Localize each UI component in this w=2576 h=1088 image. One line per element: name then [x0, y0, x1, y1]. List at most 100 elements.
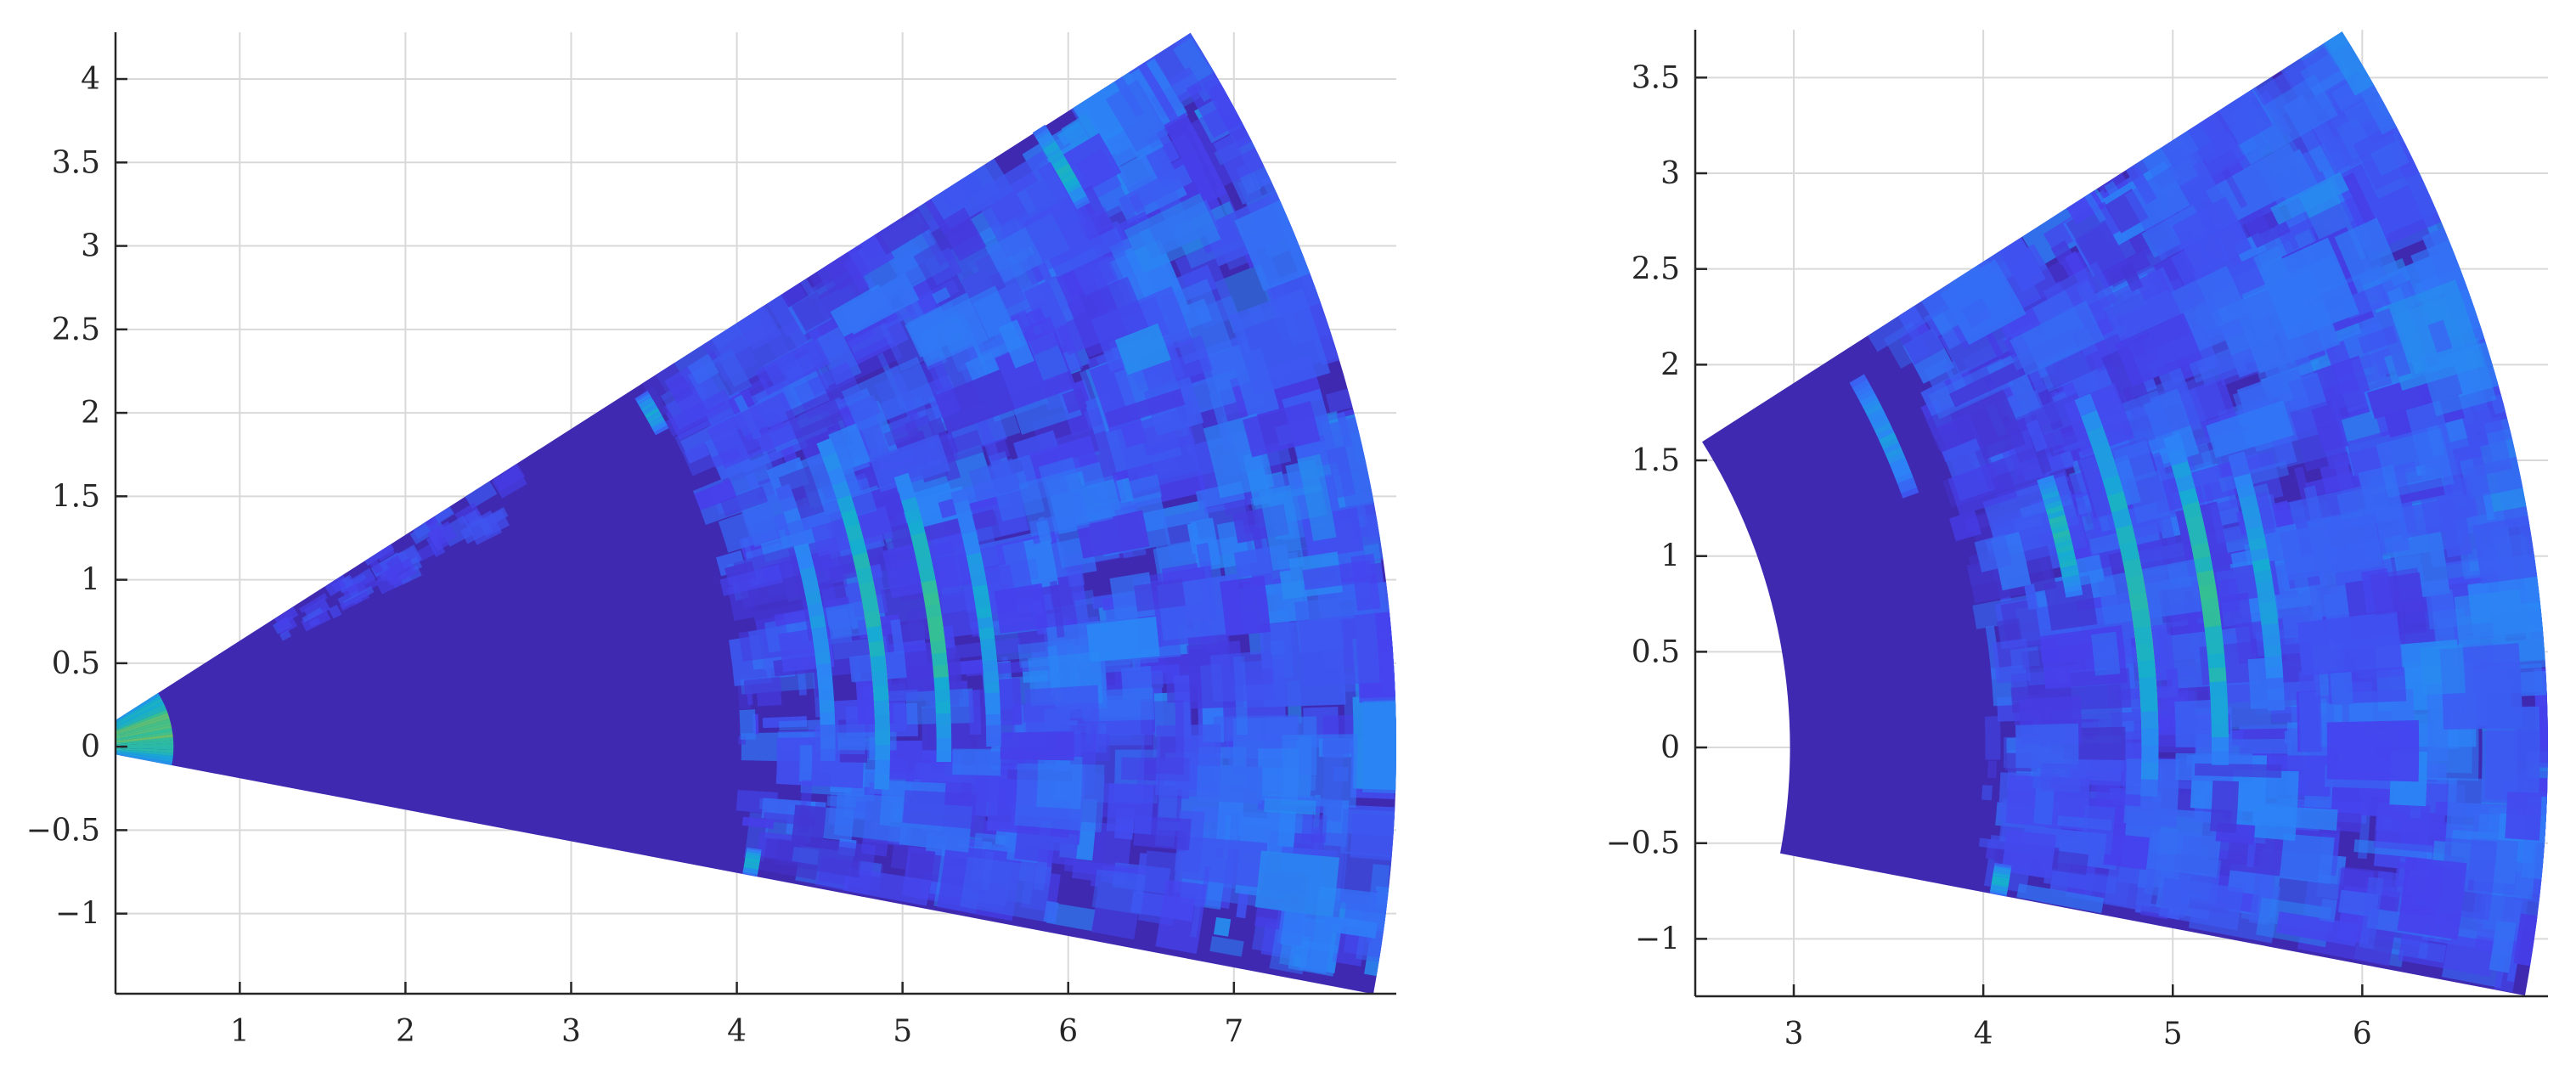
diffraction-ring [2246, 525, 2265, 541]
diffraction-ring [2211, 736, 2229, 752]
diffraction-ring [1058, 169, 1074, 181]
diffraction-ring [116, 730, 173, 741]
texture-streak [2436, 489, 2472, 558]
texture-streak [279, 629, 292, 641]
texture-streak [2001, 830, 2056, 879]
diffraction-ring [916, 555, 933, 572]
texture-streak [719, 564, 783, 596]
texture-streak [952, 748, 1001, 776]
diffraction-ring [637, 395, 651, 405]
diffraction-ring [874, 758, 890, 775]
texture-streak [1264, 798, 1316, 815]
diffraction-ring [2049, 519, 2068, 530]
texture-streak [757, 691, 782, 707]
texture-streak [2405, 400, 2458, 482]
diffraction-ring [874, 713, 890, 730]
diffraction-ring [933, 675, 950, 691]
diffraction-ring [936, 748, 952, 763]
texture-streak [459, 516, 493, 544]
texture-streak [2172, 196, 2252, 275]
diffraction-ring [981, 648, 997, 662]
texture-streak [1000, 731, 1074, 761]
texture-streak [1135, 853, 1147, 894]
diffraction-ring [2131, 607, 2151, 629]
texture-streak [1234, 200, 1311, 291]
diffraction-ring [935, 712, 951, 726]
diffraction-ring [1064, 178, 1080, 190]
diffraction-ring [2201, 596, 2220, 614]
diffraction-ring [116, 727, 172, 741]
y-tick-label: 1.5 [52, 479, 100, 514]
diffraction-ring [2102, 474, 2124, 497]
texture-streak [1209, 936, 1244, 957]
texture-streak [1036, 756, 1083, 809]
texture-streak [2420, 644, 2466, 696]
diffraction-ring [1057, 166, 1073, 178]
texture-streak [1024, 685, 1100, 735]
diffraction-ring [651, 420, 666, 430]
diffraction-ring [1049, 153, 1065, 166]
texture-streak [2097, 559, 2204, 625]
diffraction-ring [783, 506, 802, 524]
texture-streak [932, 287, 951, 304]
texture-streak [2467, 837, 2519, 885]
diffraction-ring [893, 472, 912, 490]
diffraction-ring [984, 702, 1001, 715]
diffraction-ring [640, 399, 655, 410]
texture-streak [720, 486, 769, 517]
texture-streak [328, 604, 342, 619]
texture-streak [2426, 683, 2449, 761]
y-tick-label: 0 [81, 730, 100, 764]
diffraction-ring [634, 390, 649, 401]
texture-streak [2270, 172, 2349, 225]
texture-streak [2084, 193, 2106, 223]
texture-streak [2187, 89, 2274, 165]
diffraction-ring [116, 750, 173, 759]
texture-streak [1062, 387, 1088, 414]
diffraction-ring [786, 518, 805, 536]
diffraction-ring [928, 627, 945, 642]
texture-streak [1186, 71, 1243, 138]
diffraction-ring [2141, 744, 2159, 763]
texture-streak [1126, 474, 1163, 505]
diffraction-ring [2247, 536, 2268, 551]
diffraction-ring [2059, 558, 2077, 568]
diffraction-ring [2210, 694, 2229, 710]
diffraction-ring [775, 483, 794, 501]
diffraction-ring [1898, 482, 1918, 493]
y-tick-label: 2 [1660, 347, 1680, 382]
y-tick-label: 4 [81, 62, 100, 97]
diffraction-ring [2038, 479, 2057, 491]
diffraction-ring [2139, 676, 2157, 696]
texture-streak [2486, 428, 2517, 466]
diffraction-ring [116, 701, 165, 728]
diffraction-ring [935, 700, 951, 714]
texture-streak [2103, 833, 2150, 871]
diffraction-ring [1869, 412, 1888, 426]
texture-streak [2070, 668, 2132, 710]
diffraction-ring [983, 669, 1000, 683]
x-tick-label: 3 [561, 1014, 581, 1049]
texture-streak [1090, 829, 1107, 888]
texture-streak [2482, 893, 2506, 932]
diffraction-ring [116, 734, 173, 743]
texture-streak [1961, 297, 1993, 329]
texture-streak [938, 207, 987, 262]
diffraction-ring [872, 684, 889, 702]
texture-streak [739, 709, 757, 740]
texture-streak [665, 389, 734, 437]
texture-streak [890, 618, 905, 661]
texture-streak [1050, 227, 1125, 277]
diffraction-ring [645, 409, 660, 419]
diffraction-ring [922, 591, 940, 606]
texture-streak [1155, 879, 1207, 955]
diffraction-ring [868, 640, 886, 657]
diffraction-ring [1871, 417, 1890, 431]
diffraction-ring [2257, 589, 2276, 604]
texture-streak [743, 676, 782, 695]
diffraction-ring [978, 626, 995, 640]
diffraction-ring [985, 713, 1001, 725]
diffraction-ring [1032, 124, 1048, 137]
diffraction-ring [874, 773, 890, 790]
diffraction-ring [747, 847, 762, 852]
